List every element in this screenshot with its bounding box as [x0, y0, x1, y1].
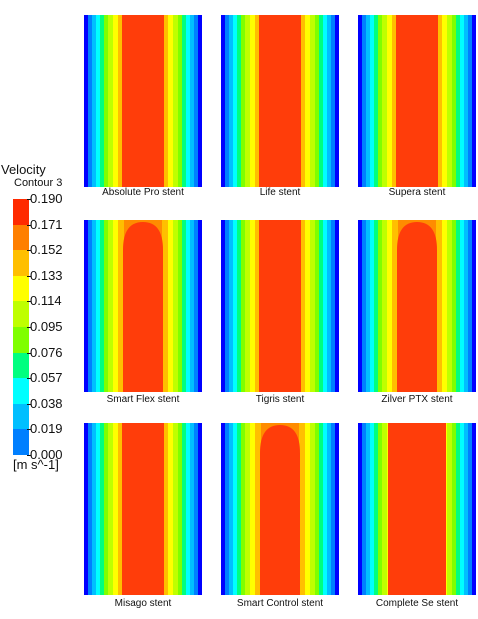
- velocity-contour-plot: [358, 423, 476, 595]
- stent-contour-panel: [358, 423, 476, 595]
- legend-subtitle: Contour 3: [14, 177, 63, 189]
- color-bar: [13, 199, 29, 455]
- color-swatch: [13, 429, 29, 455]
- stent-label: Smart Control stent: [236, 598, 324, 609]
- legend-tick-label: 0.019: [30, 421, 63, 437]
- color-swatch: [13, 327, 29, 353]
- velocity-contour-plot: [221, 423, 339, 595]
- legend-tick-mark: [27, 352, 31, 354]
- legend-tick-mark: [27, 250, 31, 252]
- color-swatch: [13, 403, 29, 430]
- legend-tick-mark: [27, 199, 31, 200]
- stent-label: Life stent: [259, 187, 301, 198]
- velocity-contour-plot: [84, 423, 202, 595]
- legend-tick-mark: [27, 455, 31, 456]
- legend-tick-label: 0.095: [30, 319, 63, 334]
- stent-label: Smart Flex stent: [106, 394, 180, 405]
- legend-tick-mark: [27, 275, 31, 277]
- velocity-contour-plot: [221, 220, 339, 392]
- stent-label: Supera stent: [388, 187, 446, 198]
- legend-tick-label: 0.057: [30, 370, 63, 386]
- legend-tick-label: 0.000: [30, 447, 63, 462]
- color-swatch: [13, 250, 29, 276]
- legend-tick-label: 0.152: [30, 242, 63, 258]
- stent-contour-panel: [358, 220, 476, 392]
- legend-tick-label: 0.171: [30, 216, 63, 232]
- stent-contour-panel: [358, 15, 476, 187]
- legend-unit: [m s^-1]: [13, 457, 59, 472]
- stent-contour-panel: [221, 220, 339, 392]
- legend-tick-label: 0.114: [30, 293, 62, 309]
- color-swatch: [13, 199, 29, 225]
- legend-tick-mark: [27, 327, 31, 328]
- legend-tick-mark: [27, 301, 31, 303]
- velocity-contour-plot: [221, 15, 339, 187]
- legend-tick-mark: [27, 378, 31, 380]
- color-swatch: [13, 352, 29, 379]
- stent-contour-panel: [221, 423, 339, 595]
- stent-contour-panel: [84, 423, 202, 595]
- velocity-contour-plot: [358, 15, 476, 187]
- velocity-contour-plot: [358, 220, 476, 392]
- velocity-contour-plot: [84, 220, 202, 392]
- legend-tick-label: 0.076: [30, 344, 63, 360]
- legend-tick-mark: [27, 429, 31, 431]
- color-swatch: [13, 224, 29, 251]
- stent-label: Zilver PTX stent: [381, 394, 453, 405]
- stent-contour-panel: [221, 15, 339, 187]
- legend-tick-label: 0.038: [30, 395, 63, 411]
- color-swatch: [13, 301, 29, 327]
- color-swatch: [13, 378, 29, 404]
- stent-contour-panel: [84, 15, 202, 187]
- color-swatch: [13, 275, 29, 302]
- legend-tick-mark: [27, 224, 31, 226]
- stent-label: Tigris stent: [255, 394, 305, 405]
- stent-label: Misago stent: [114, 598, 172, 609]
- stent-label: Complete Se stent: [375, 598, 459, 609]
- velocity-contour-plot: [84, 15, 202, 187]
- stent-label: Absolute Pro stent: [102, 187, 184, 198]
- stent-contour-panel: [84, 220, 202, 392]
- legend-title: Velocity: [1, 162, 46, 177]
- legend-tick-label: 0.190: [30, 191, 63, 206]
- legend-tick-mark: [27, 403, 31, 405]
- legend-tick-label: 0.133: [30, 267, 63, 283]
